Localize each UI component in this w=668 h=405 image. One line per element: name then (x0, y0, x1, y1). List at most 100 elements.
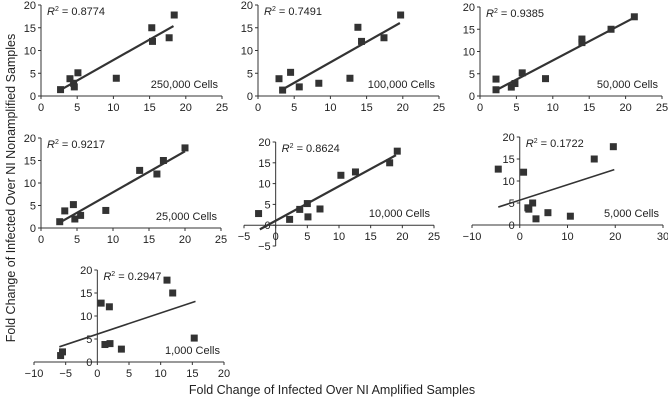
data-point (148, 24, 156, 32)
data-point (337, 171, 345, 179)
data-point (148, 37, 156, 45)
y-tick-label: 15 (258, 158, 270, 170)
data-point (112, 74, 120, 82)
data-point (153, 170, 161, 178)
regression-line (498, 168, 615, 208)
data-point (511, 80, 519, 88)
data-point (56, 218, 64, 226)
panel-1: 0 5 10 15 20 25 0 5 10 15 20 R2 = 0.7491 100,000 Cel… (241, 0, 445, 114)
y-tick-label: 5 (509, 198, 515, 210)
cell-count-label: 50,000 Cells (597, 79, 659, 91)
data-point (181, 144, 189, 152)
data-point (275, 75, 283, 83)
x-tick-label: 20 (397, 102, 409, 114)
data-point (630, 13, 638, 21)
y-tick-label: 10 (241, 46, 253, 58)
r-squared-label: R2 = 0.8624 (282, 143, 340, 155)
data-point (304, 213, 312, 221)
x-tick-label: 20 (619, 102, 631, 114)
y-tick-label: 20 (463, 2, 475, 14)
y-tick-label: 20 (503, 132, 515, 144)
x-tick-label: 20 (180, 102, 192, 114)
x-tick-label: 0 (38, 102, 44, 114)
x-tick-label: 5 (513, 102, 519, 114)
x-tick-label: −10 (463, 231, 482, 243)
x-tick-label: 0 (477, 102, 483, 114)
data-point (255, 210, 263, 218)
x-tick-label: 0 (273, 231, 279, 243)
x-tick-label: 15 (365, 231, 377, 243)
data-point (74, 69, 82, 77)
y-tick-label: 0 (509, 220, 515, 232)
data-point (518, 69, 526, 77)
y-tick-label: 10 (503, 176, 515, 188)
x-tick-label: 30 (657, 231, 668, 243)
data-point (492, 75, 500, 83)
cell-count-label: 1,000 Cells (165, 345, 221, 357)
y-tick-label: 5 (30, 201, 36, 213)
x-tick-label: 5 (291, 102, 297, 114)
data-point (590, 155, 598, 163)
data-point (287, 68, 295, 76)
cell-count-label: 100,000 Cells (368, 79, 436, 91)
data-point (106, 340, 114, 348)
data-point (71, 215, 79, 223)
data-point (61, 207, 69, 215)
y-tick-label: 15 (503, 154, 515, 166)
r-squared-label: R2 = 0.7491 (264, 6, 322, 18)
data-point (354, 23, 362, 31)
x-tick-label: 10 (561, 231, 573, 243)
x-tick-label: 25 (656, 102, 668, 114)
data-point (542, 75, 550, 83)
x-tick-label: 10 (155, 368, 167, 380)
y-tick-label: 20 (258, 137, 270, 149)
panel-3: 0 5 10 15 20 25 0 5 10 15 20 R2 = 0.9217 25,000 Cell… (24, 133, 227, 246)
data-point (165, 34, 173, 42)
x-tick-label: 0 (94, 368, 100, 380)
data-point (529, 199, 537, 207)
data-point (492, 86, 500, 94)
regression-line (279, 22, 401, 92)
x-tick-label: 15 (143, 102, 155, 114)
cell-count-label: 10,000 Cells (369, 208, 431, 220)
y-tick-label: 10 (80, 311, 92, 323)
x-tick-label: 5 (304, 231, 310, 243)
y-tick-label: 0 (30, 91, 36, 103)
y-tick-label: 0 (30, 223, 36, 235)
data-point (566, 212, 574, 220)
y-tick-label: 20 (24, 0, 36, 12)
data-point (295, 83, 303, 91)
data-point (520, 168, 528, 176)
data-point (296, 205, 304, 213)
data-point (59, 348, 66, 356)
y-tick-label: 20 (241, 0, 253, 12)
data-point (170, 11, 178, 19)
data-point (316, 205, 324, 213)
data-point (525, 205, 533, 213)
x-tick-label: 5 (126, 368, 132, 380)
data-point (105, 303, 113, 311)
x-tick-label: 5 (74, 102, 80, 114)
x-tick-label: 15 (360, 102, 372, 114)
data-point (136, 166, 144, 174)
y-tick-label: 20 (24, 133, 36, 145)
cell-count-label: 5,000 Cells (604, 208, 660, 220)
r-squared-label: R2 = 0.2947 (103, 271, 161, 283)
x-tick-label: 25 (433, 102, 445, 114)
x-tick-label: 10 (547, 102, 559, 114)
data-point (397, 11, 405, 19)
data-point (507, 83, 515, 91)
y-tick-label: 10 (463, 47, 475, 59)
y-tick-label: −5 (258, 241, 271, 253)
y-tick-label: 10 (24, 46, 36, 58)
data-point (386, 159, 394, 167)
y-tick-label: 5 (469, 69, 475, 81)
y-tick-label: 0 (247, 91, 253, 103)
x-tick-label: 10 (107, 102, 119, 114)
data-point (77, 211, 85, 219)
x-axis-title: Fold Change of Infected Over NI Amplifie… (189, 383, 475, 397)
x-tick-label: 25 (215, 234, 227, 246)
data-point (279, 86, 287, 94)
